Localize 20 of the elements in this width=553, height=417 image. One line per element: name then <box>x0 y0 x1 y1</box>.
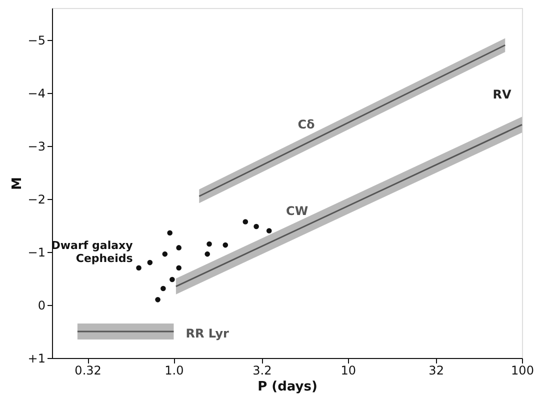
y-tick-label: −5 <box>28 33 46 48</box>
y-tick-label: −2 <box>28 192 46 206</box>
x-tick-label: 0.32 <box>74 364 102 378</box>
x-tick-label: 1.0 <box>164 364 184 378</box>
y-tick-label: −3 <box>28 139 46 154</box>
x-tick-label: 10 <box>340 364 356 378</box>
annotation: RV <box>492 88 512 102</box>
legend-label: Dwarf galaxy Cepheids <box>51 238 134 265</box>
y-tick-label: −4 <box>28 86 46 100</box>
y-tick-label: 0 <box>38 298 46 312</box>
series-label: Cδ <box>298 117 315 132</box>
x-axis-title: P (days) <box>258 380 318 394</box>
series-label: CW <box>286 204 308 218</box>
series-label: RR Lyr <box>186 326 230 340</box>
x-tick-label: 32 <box>428 364 444 378</box>
x-tick-label: 100 <box>511 364 534 378</box>
y-axis-title: M <box>10 177 25 190</box>
x-tick-label: 3.2 <box>252 364 272 378</box>
y-tick-label: −1 <box>28 245 46 260</box>
y-tick-label: +1 <box>28 352 46 366</box>
